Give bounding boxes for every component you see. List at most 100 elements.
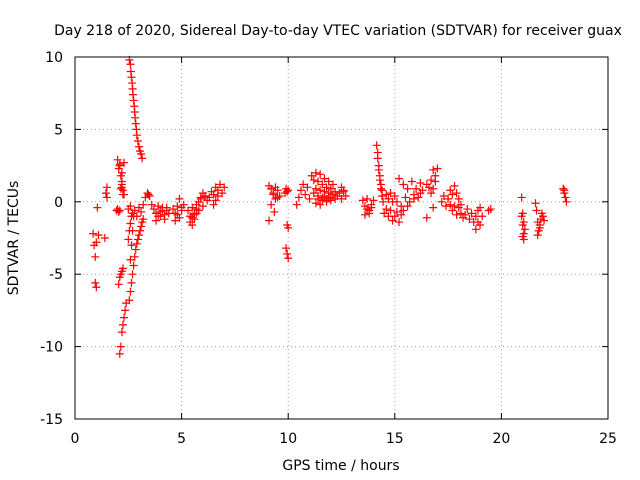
data-point (282, 244, 291, 253)
data-point (173, 210, 182, 219)
data-point (446, 200, 455, 209)
data-point (303, 183, 312, 192)
data-point (388, 216, 397, 225)
data-point (441, 202, 450, 211)
data-point (175, 194, 184, 203)
data-point (115, 349, 124, 358)
data-point (429, 165, 438, 174)
data-point (133, 235, 142, 244)
data-point (540, 216, 549, 225)
data-point (270, 207, 279, 216)
data-point (118, 264, 127, 273)
data-point (284, 186, 293, 195)
data-point (318, 196, 327, 205)
data-point (360, 210, 369, 219)
data-point (137, 207, 146, 216)
data-point (92, 238, 101, 247)
data-point (531, 199, 540, 208)
data-point (134, 231, 143, 240)
y-axis-label: SDTVAR / TECUs (6, 181, 22, 296)
grid-layer (75, 57, 608, 419)
data-point (429, 203, 438, 212)
x-tick-label: 15 (386, 431, 404, 447)
data-point (363, 205, 372, 214)
data-point (399, 206, 408, 215)
data-point (533, 231, 542, 240)
data-point (439, 192, 448, 201)
x-axis-label: GPS time / hours (282, 458, 399, 474)
data-point (188, 203, 197, 212)
data-point (416, 189, 425, 198)
data-point (365, 209, 374, 218)
points-layer (89, 55, 571, 358)
data-point (171, 216, 180, 225)
data-point (102, 193, 111, 202)
data-point (126, 255, 135, 264)
data-point (265, 216, 274, 225)
data-point (126, 60, 135, 69)
data-point (114, 207, 123, 216)
data-point (102, 183, 111, 192)
data-point (467, 209, 476, 218)
data-point (384, 194, 393, 203)
data-point (169, 205, 178, 214)
data-point (139, 200, 148, 209)
data-point (115, 161, 124, 170)
data-point (318, 180, 327, 189)
data-point (437, 197, 446, 206)
data-point (390, 212, 399, 221)
data-point (296, 186, 305, 195)
data-point (128, 90, 137, 99)
data-point (448, 206, 457, 215)
data-point (130, 206, 139, 215)
data-point (320, 174, 329, 183)
data-point (379, 197, 388, 206)
data-point (311, 199, 320, 208)
data-point (299, 180, 308, 189)
data-point (91, 278, 100, 287)
y-tick-label: 5 (54, 122, 63, 138)
data-point (129, 261, 138, 270)
data-point (116, 342, 125, 351)
data-point (424, 183, 433, 192)
data-point (386, 206, 395, 215)
data-point (405, 197, 414, 206)
data-point (409, 194, 418, 203)
data-point (372, 141, 381, 150)
data-point (407, 177, 416, 186)
data-point (414, 193, 423, 202)
data-point (363, 194, 372, 203)
data-point (284, 254, 293, 263)
data-point (294, 193, 303, 202)
data-point (128, 226, 137, 235)
data-point (215, 180, 224, 189)
data-point (486, 205, 495, 214)
data-point (211, 196, 220, 205)
data-point (311, 184, 320, 193)
data-point (154, 212, 163, 221)
data-point (126, 67, 135, 76)
data-point (173, 202, 182, 211)
data-point (93, 203, 102, 212)
data-point (465, 215, 474, 224)
data-point (374, 165, 383, 174)
data-point (120, 158, 129, 167)
data-point (559, 184, 568, 193)
data-point (461, 210, 470, 219)
data-point (454, 203, 463, 212)
data-point (517, 193, 526, 202)
data-point (127, 278, 136, 287)
data-point (131, 119, 140, 128)
data-point (562, 197, 571, 206)
data-point (190, 215, 199, 224)
data-point (412, 184, 421, 193)
data-point (316, 186, 325, 195)
data-point (100, 234, 109, 242)
data-point (118, 186, 127, 195)
data-point (373, 148, 382, 157)
data-point (328, 180, 337, 189)
data-point (456, 209, 465, 218)
x-tick-label: 25 (599, 431, 617, 447)
y-tick-label: -10 (40, 340, 63, 356)
